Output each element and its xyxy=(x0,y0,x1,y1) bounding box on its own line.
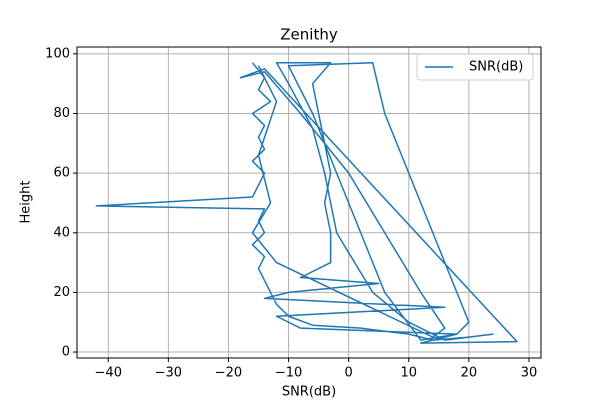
x-tick-label: −40 xyxy=(95,366,122,381)
y-axis-label: Height xyxy=(19,181,34,224)
y-tick-label: 0 xyxy=(62,345,70,360)
data-line xyxy=(95,62,518,344)
x-tick-label: −30 xyxy=(155,366,182,381)
y-tick-label: 60 xyxy=(53,166,70,181)
legend-box xyxy=(416,53,534,81)
x-tick-label: −20 xyxy=(215,366,242,381)
y-tick-label: 80 xyxy=(53,106,70,121)
chart-title: Zenithy xyxy=(280,26,338,44)
x-tick-label: 30 xyxy=(521,366,538,381)
x-axis-label: SNR(dB) xyxy=(282,385,336,400)
legend-label: SNR(dB) xyxy=(469,60,523,75)
x-tick-label: 0 xyxy=(345,366,353,381)
x-tick-label: 10 xyxy=(400,366,417,381)
x-tick-label: −10 xyxy=(275,366,302,381)
plot-frame xyxy=(76,46,542,359)
y-tick-label: 40 xyxy=(53,225,70,240)
x-tick-label: 20 xyxy=(461,366,478,381)
y-tick-label: 100 xyxy=(45,46,70,61)
y-tick-label: 20 xyxy=(53,285,70,300)
